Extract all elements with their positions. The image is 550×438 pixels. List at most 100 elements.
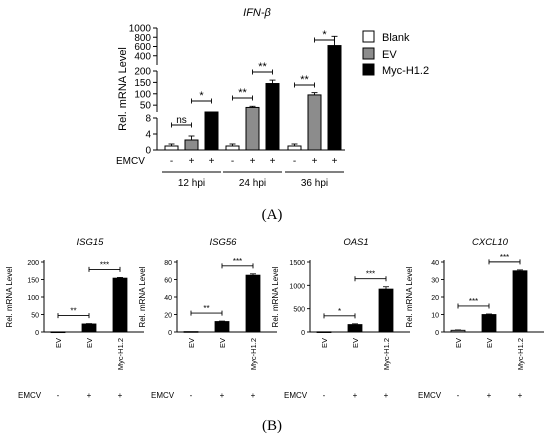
isg56-y-tick-label: 80 <box>164 260 172 267</box>
ifnb-bar <box>245 106 260 151</box>
oas1-title: OAS1 <box>343 237 368 248</box>
oas1-emcv-label: EMCV <box>284 391 308 400</box>
oas1-category-label: EV <box>351 338 360 348</box>
isg15-y-tick-label: 0 <box>35 330 39 337</box>
significance-label: *** <box>233 257 242 266</box>
ifnb-bar <box>204 111 219 151</box>
oas1-y-tick-label: 1500 <box>289 260 305 267</box>
cxcl10-category-label: Myc-H1.2 <box>516 338 525 370</box>
ifnb-bar <box>307 94 322 151</box>
isg56-category-label: EV <box>187 338 196 348</box>
cxcl10-emcv-sign: - <box>457 391 460 400</box>
isg15-chart: ISG15 Rel. mRNA Level 0 50 100 150 200 EV - EV + My… <box>5 237 144 400</box>
ifnb-bar <box>327 45 342 151</box>
ifnb-emcv-sign: - <box>170 156 173 167</box>
significance-label: * <box>199 90 204 102</box>
ifnb-legend-swatch <box>362 47 375 60</box>
ifnb-emcv-sign: + <box>312 156 318 167</box>
cxcl10-category-label: EV <box>454 338 463 348</box>
ifnb-y-axis-label: Rel. mRNA Level <box>117 47 129 131</box>
oas1-bar <box>347 324 363 333</box>
cxcl10-y-tick-label: 10 <box>431 313 439 320</box>
ifnb-bar <box>265 83 280 151</box>
ifnb-y-tick-label: 600 <box>134 42 151 53</box>
panel-label-b: (B) <box>262 418 282 434</box>
cxcl10-y-tick-label: 0 <box>435 330 439 337</box>
significance-label: *** <box>366 270 375 279</box>
ifnb-legend-swatch <box>362 30 375 43</box>
oas1-category-label: Myc-H1.2 <box>382 338 391 370</box>
isg15-y-tick-label: 200 <box>27 260 39 267</box>
isg56-emcv-sign: + <box>251 391 256 400</box>
cxcl10-y-axis-label: Rel. mRNA Level <box>405 266 414 327</box>
ifnb-emcv-sign: + <box>189 156 195 167</box>
isg56-y-tick-label: 40 <box>164 295 172 302</box>
ifnb-y-tick-label: 4 <box>145 130 151 141</box>
significance-label: ns <box>176 115 187 126</box>
oas1-chart: OAS1 Rel. mRNA Level 0 500 1000 1500 EV - EV + Myc… <box>271 237 410 400</box>
oas1-emcv-sign: + <box>353 391 358 400</box>
ifnb-y-tick-label: 1000 <box>129 24 152 35</box>
ifnb-y-tick-label: 800 <box>134 33 151 44</box>
cxcl10-title: CXCL10 <box>472 237 509 248</box>
ifnb-emcv-label: EMCV <box>116 156 145 167</box>
ifnb-emcv-sign: + <box>332 156 338 167</box>
isg56-emcv-label: EMCV <box>151 391 175 400</box>
isg15-y-tick-label: 50 <box>31 313 39 320</box>
ifnb-y-tick-label: 200 <box>134 67 151 78</box>
oas1-y-axis-label: Rel. mRNA Level <box>271 266 280 327</box>
cxcl10-chart: CXCL10 Rel. mRNA Level 0 10 20 30 40 EV - EV + Myc-… <box>405 237 544 400</box>
isg15-emcv-sign: + <box>87 391 92 400</box>
significance-label: ** <box>300 74 309 86</box>
ifnb-title: IFN-β <box>243 7 271 19</box>
cxcl10-emcv-sign: + <box>518 391 523 400</box>
ifnb-y-tick-label: 150 <box>134 78 151 89</box>
isg56-chart: ISG56 Rel. mRNA Level 0 20 40 60 80 EV - EV + Myc-H… <box>138 237 277 400</box>
ifnb-bar <box>164 145 179 151</box>
isg15-title: ISG15 <box>77 237 105 248</box>
ifnb-y-tick-label: 0 <box>145 146 151 157</box>
panel-label-a: (A) <box>262 207 283 223</box>
isg56-y-tick-label: 0 <box>168 330 172 337</box>
isg56-bar <box>214 321 230 333</box>
cxcl10-y-tick-label: 30 <box>431 278 439 285</box>
ifnb-y-tick-label: 400 <box>134 51 151 62</box>
isg15-bar <box>81 323 97 333</box>
significance-label: ** <box>238 87 247 99</box>
ifnb-legend-label: EV <box>382 49 397 61</box>
ifnb-y-tick-label: 8 <box>145 114 151 125</box>
cxcl10-emcv-label: EMCV <box>418 391 442 400</box>
significance-label: *** <box>100 260 109 269</box>
isg56-bar <box>245 274 261 333</box>
significance-label: *** <box>500 253 509 262</box>
significance-label: * <box>338 307 341 316</box>
oas1-emcv-sign: + <box>384 391 389 400</box>
ifnb-emcv-sign: - <box>231 156 234 167</box>
significance-label: ** <box>258 61 267 73</box>
oas1-category-label: EV <box>320 338 329 348</box>
isg15-bar <box>112 277 128 333</box>
isg15-bar <box>50 331 66 334</box>
oas1-y-tick-label: 1000 <box>289 283 305 290</box>
ifnb-bar <box>287 145 302 151</box>
ifnb-emcv-sign: - <box>293 156 296 167</box>
significance-label: ** <box>70 307 76 316</box>
isg56-y-tick-label: 60 <box>164 278 172 285</box>
ifnb-emcv-sign: + <box>270 156 276 167</box>
cxcl10-bar <box>512 270 528 333</box>
isg15-y-tick-label: 100 <box>27 295 39 302</box>
isg56-bar <box>183 331 199 333</box>
ifnb-legend-swatch <box>362 63 375 76</box>
isg56-y-axis-label: Rel. mRNA Level <box>138 266 147 327</box>
ifnb-y-tick-label: 100 <box>134 89 151 100</box>
isg56-category-label: Myc-H1.2 <box>249 338 258 370</box>
ifnb-legend-label: Blank <box>382 32 410 44</box>
ifnb-category-label: 12 hpi <box>178 178 205 189</box>
cxcl10-y-tick-label: 20 <box>431 295 439 302</box>
cxcl10-bar <box>450 329 466 333</box>
cxcl10-emcv-sign: + <box>487 391 492 400</box>
significance-label: ** <box>203 304 209 313</box>
ifnb-legend-label: Myc-H1.2 <box>382 65 429 77</box>
isg15-y-tick-label: 150 <box>27 278 39 285</box>
